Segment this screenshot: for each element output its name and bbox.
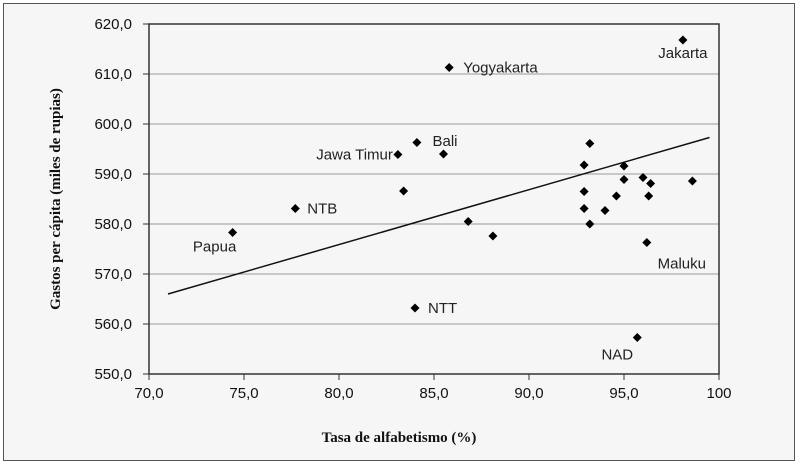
x-tick-label: 90,0 bbox=[514, 385, 543, 402]
y-tick-label: 580,0 bbox=[94, 216, 132, 233]
data-point bbox=[579, 160, 589, 170]
data-point bbox=[638, 173, 648, 182]
y-tick-label: 550,0 bbox=[94, 366, 132, 383]
point-label: Jakarta bbox=[658, 45, 708, 62]
data-point bbox=[611, 191, 621, 201]
data-point bbox=[642, 238, 652, 247]
x-tick-label: 80,0 bbox=[324, 385, 353, 402]
y-tick-label: 570,0 bbox=[94, 266, 132, 283]
x-tick-label: 85,0 bbox=[419, 385, 448, 402]
y-tick-label: 610,0 bbox=[94, 66, 132, 83]
data-point bbox=[488, 231, 498, 241]
data-point bbox=[393, 150, 403, 159]
chart-frame bbox=[3, 3, 795, 461]
data-point bbox=[619, 175, 629, 184]
plot-area bbox=[148, 23, 720, 375]
data-point bbox=[412, 138, 422, 147]
x-tick-label: 70,0 bbox=[134, 385, 163, 402]
data-point bbox=[600, 206, 610, 215]
data-point bbox=[579, 204, 589, 213]
data-point bbox=[463, 217, 473, 226]
data-point bbox=[439, 149, 448, 159]
y-tick-label: 590,0 bbox=[94, 166, 132, 183]
point-label: NTB bbox=[307, 201, 337, 218]
y-axis-title: Gastos per cápita (miles de rupias) bbox=[48, 88, 64, 310]
x-tick-label: 95,0 bbox=[609, 385, 638, 402]
point-label: Papua bbox=[193, 239, 237, 256]
data-point bbox=[644, 191, 654, 201]
data-point bbox=[585, 139, 595, 148]
x-tick-label: 100 bbox=[706, 385, 731, 402]
y-tick-label: 560,0 bbox=[94, 316, 132, 333]
data-point bbox=[228, 228, 238, 237]
data-point bbox=[410, 303, 420, 313]
point-label: NAD bbox=[601, 347, 633, 364]
trend-line bbox=[167, 136, 710, 295]
data-point bbox=[632, 333, 642, 342]
point-label: Maluku bbox=[658, 256, 706, 273]
data-point bbox=[678, 35, 688, 45]
point-label: Bali bbox=[433, 133, 458, 150]
data-point bbox=[585, 219, 595, 229]
data-point bbox=[687, 176, 697, 186]
y-tick-label: 620,0 bbox=[94, 16, 132, 33]
data-point bbox=[646, 179, 656, 188]
x-axis-title: Tasa de alfabetismo (%) bbox=[322, 430, 477, 446]
data-point bbox=[290, 204, 300, 213]
point-label: NTT bbox=[428, 300, 457, 317]
data-point bbox=[579, 187, 589, 196]
x-tick-label: 75,0 bbox=[229, 385, 258, 402]
data-point bbox=[619, 161, 629, 171]
point-label: Jawa Timur bbox=[316, 147, 393, 164]
data-point bbox=[444, 63, 454, 72]
data-point bbox=[399, 186, 409, 196]
point-label: Yogyakarta bbox=[463, 60, 538, 77]
y-tick-label: 600,0 bbox=[94, 116, 132, 133]
